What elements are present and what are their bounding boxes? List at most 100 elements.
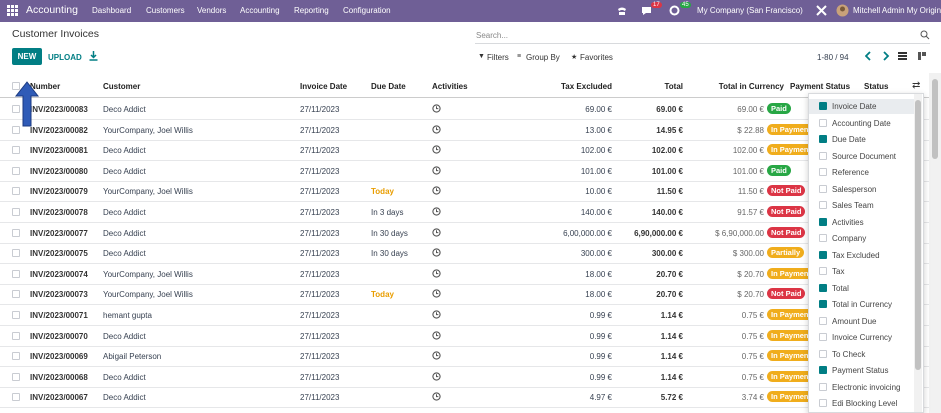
activity-icon[interactable]	[432, 310, 441, 319]
column-option[interactable]: Amount Due	[809, 314, 914, 329]
column-option-checkbox[interactable]	[819, 349, 827, 358]
column-option[interactable]: Source Document	[809, 149, 914, 164]
column-header[interactable]: Total	[664, 82, 683, 91]
column-option[interactable]: Accounting Date	[809, 116, 914, 131]
column-header[interactable]: Status	[864, 82, 889, 91]
row-checkbox[interactable]	[12, 290, 20, 299]
invoice-row[interactable]: INV/2023/00068 Deco Addict 27/11/2023 0.99 …	[0, 367, 929, 388]
row-checkbox[interactable]	[12, 393, 20, 402]
row-checkbox[interactable]	[12, 166, 20, 175]
activity-icon[interactable]	[432, 248, 441, 257]
column-option[interactable]: Invoice Currency	[809, 330, 914, 345]
activity-icon[interactable]	[432, 186, 441, 196]
column-option[interactable]: Payment Status	[809, 363, 914, 378]
invoice-row[interactable]: INV/2023/00069 Abigail Peterson 27/11/2023…	[0, 346, 929, 368]
user-avatar[interactable]	[836, 4, 849, 17]
column-option[interactable]: Company	[809, 231, 914, 246]
column-option-checkbox[interactable]	[819, 300, 827, 308]
column-option-checkbox[interactable]	[819, 151, 827, 160]
column-option[interactable]: Due Date	[809, 132, 914, 147]
column-option-checkbox[interactable]	[819, 333, 827, 341]
column-option[interactable]: Salesperson	[809, 182, 914, 197]
row-checkbox[interactable]	[12, 249, 20, 258]
apps-icon[interactable]	[7, 5, 18, 16]
column-option-checkbox[interactable]	[819, 118, 827, 127]
activity-icon[interactable]	[432, 372, 441, 381]
activity-icon[interactable]	[432, 145, 441, 154]
row-checkbox[interactable]	[12, 269, 20, 278]
chat-icon[interactable]	[641, 6, 652, 16]
invoice-row[interactable]: INV/2023/00083 Deco Addict 27/11/2023 69.00…	[0, 99, 929, 120]
nav-menu-item[interactable]: Vendors	[197, 6, 227, 15]
row-checkbox[interactable]	[12, 146, 20, 155]
invoice-row[interactable]: INV/2023/00074 YourCompany, Joel Willis 27…	[0, 264, 929, 285]
column-option-checkbox[interactable]	[819, 283, 827, 292]
filter-button[interactable]: Filters	[487, 53, 509, 62]
invoice-row[interactable]: INV/2023/00075 Deco Addict 27/11/2023 In 30…	[0, 243, 929, 265]
column-header[interactable]: Invoice Date	[300, 82, 348, 91]
column-header[interactable]: Due Date	[371, 82, 406, 91]
invoice-row[interactable]: INV/2023/00080 Deco Addict 27/11/2023 101.0…	[0, 161, 929, 182]
activity-icon[interactable]	[432, 351, 441, 360]
page-scrollbar[interactable]	[929, 73, 941, 413]
search-input[interactable]: Search...	[476, 31, 509, 40]
user-name[interactable]: Mitchell Admin My Original Admin	[853, 6, 941, 15]
invoice-row[interactable]: INV/2023/00078 Deco Addict 27/11/2023 In 3 …	[0, 202, 929, 223]
row-checkbox[interactable]	[12, 311, 20, 319]
menu-scrollbar[interactable]	[914, 94, 922, 412]
invoice-row[interactable]: INV/2023/00071 hemant gupta 27/11/2023 0.99…	[0, 305, 929, 326]
search-icon[interactable]	[920, 30, 930, 40]
filter-button[interactable]: Group By	[526, 53, 560, 62]
row-checkbox[interactable]	[12, 105, 20, 113]
row-checkbox[interactable]	[12, 208, 20, 216]
filter-icon[interactable]: ★	[571, 54, 578, 61]
row-checkbox[interactable]	[12, 228, 20, 237]
nav-menu-item[interactable]: Configuration	[343, 6, 391, 15]
row-checkbox[interactable]	[12, 372, 20, 381]
activity-icon[interactable]	[432, 207, 441, 216]
nav-menu-item[interactable]: Dashboard	[92, 6, 132, 15]
column-option-checkbox[interactable]	[819, 168, 827, 176]
activity-icon[interactable]	[432, 227, 441, 237]
row-checkbox[interactable]	[12, 352, 20, 361]
filter-button[interactable]: Favorites	[580, 53, 613, 62]
row-checkbox[interactable]	[12, 187, 20, 196]
debug-icon[interactable]	[816, 5, 827, 16]
activity-icon[interactable]	[432, 392, 441, 402]
header-checkbox[interactable]	[12, 82, 20, 90]
activity-icon[interactable]	[432, 104, 441, 113]
column-option-checkbox[interactable]	[819, 217, 827, 226]
column-option-checkbox[interactable]	[819, 135, 827, 143]
column-header[interactable]: Payment Status	[790, 82, 851, 91]
upload-button[interactable]: UPLOAD	[48, 53, 82, 62]
column-option-checkbox[interactable]	[819, 316, 827, 325]
pager-arrows[interactable]	[865, 51, 891, 61]
column-option[interactable]: Electronic invoicing	[809, 380, 914, 395]
menu-scrollbar-thumb[interactable]	[915, 100, 921, 370]
nav-menu-item[interactable]: Accounting	[240, 6, 280, 15]
activity-icon[interactable]	[432, 166, 441, 175]
column-option-checkbox[interactable]	[819, 250, 827, 259]
column-option[interactable]: Sales Team	[809, 198, 914, 213]
view-switcher[interactable]	[898, 51, 928, 61]
invoice-row[interactable]: INV/2023/00077 Deco Addict 27/11/2023 In 30…	[0, 223, 929, 244]
activity-icon[interactable]	[432, 330, 441, 340]
column-option-checkbox[interactable]	[819, 267, 827, 275]
filter-icon[interactable]: ▼	[478, 53, 485, 60]
nav-menu-item[interactable]: Customers	[146, 6, 185, 15]
column-header[interactable]: Activities	[432, 82, 468, 91]
column-option[interactable]: Activities	[809, 215, 914, 230]
column-option-checkbox[interactable]	[819, 399, 827, 407]
nav-menu-item[interactable]: Reporting	[294, 6, 329, 15]
activity-icon[interactable]	[669, 5, 680, 16]
column-header[interactable]: Total in Currency	[718, 82, 784, 91]
column-option[interactable]: Invoice Date	[809, 99, 914, 114]
column-option-checkbox[interactable]	[819, 184, 827, 193]
new-button[interactable]: NEW	[12, 48, 42, 65]
invoice-row[interactable]: INV/2023/00073 YourCompany, Joel Willis 27…	[0, 284, 929, 306]
invoice-row[interactable]: INV/2023/00070 Deco Addict 27/11/2023 0.99 …	[0, 326, 929, 347]
column-option[interactable]: Total in Currency	[809, 297, 914, 312]
activity-icon[interactable]	[432, 269, 441, 278]
column-header[interactable]: Number	[30, 82, 61, 91]
phone-icon[interactable]	[617, 6, 627, 16]
